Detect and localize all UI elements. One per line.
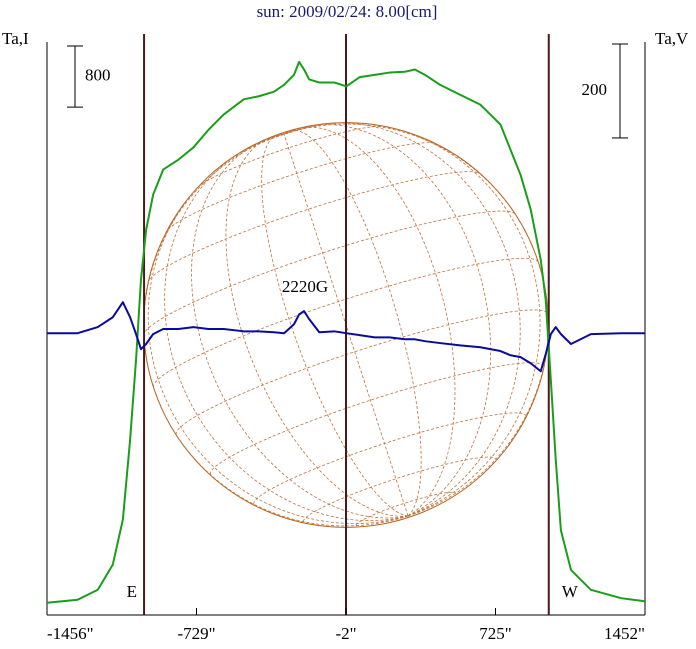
- grid-line: [225, 133, 409, 517]
- scale-bar-label: 800: [85, 65, 111, 84]
- grid-line: [283, 122, 521, 517]
- grid-line: [143, 133, 409, 527]
- series-line: [46, 60, 646, 604]
- grid-line: [147, 171, 482, 284]
- grid-line: [283, 124, 492, 517]
- x-tick-label: -2": [335, 624, 356, 643]
- x-tick-label: -1456": [47, 624, 94, 643]
- grid-line: [283, 126, 456, 517]
- chart-title: sun: 2009/02/24: 8.00[cm]: [257, 2, 438, 21]
- grid-line: [283, 129, 422, 517]
- y-axis-label: Ta,I: [2, 29, 29, 48]
- grid-line: [261, 133, 409, 517]
- grid-line: [253, 412, 527, 505]
- grid-line: [303, 456, 497, 522]
- grid-line: [143, 210, 517, 337]
- limb-label: W: [562, 582, 579, 601]
- y2-axis-label: Ta,V: [655, 29, 689, 48]
- grid-line: [191, 133, 409, 519]
- series-line: [47, 301, 645, 373]
- grid-line: [164, 133, 409, 522]
- grid-line: [283, 123, 549, 517]
- solar-disc: [143, 122, 549, 528]
- grid-line: [165, 142, 439, 235]
- x-tick-label: -729": [177, 624, 215, 643]
- annotation: 2220G: [282, 277, 328, 296]
- scale-bar-label: 200: [582, 80, 608, 99]
- grid-line: [175, 309, 549, 435]
- limb-label: E: [127, 582, 137, 601]
- x-tick-label: 725": [479, 624, 511, 643]
- grid-line: [283, 132, 409, 517]
- x-tick-label: 1452": [604, 624, 645, 643]
- grid-line: [147, 133, 409, 524]
- grid-line: [283, 122, 541, 517]
